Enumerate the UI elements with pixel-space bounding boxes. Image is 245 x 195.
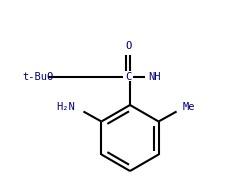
Text: t-BuO: t-BuO: [22, 72, 53, 82]
Text: Me: Me: [183, 103, 195, 113]
Text: C: C: [125, 72, 131, 82]
Text: NH: NH: [148, 72, 160, 82]
Text: O: O: [125, 41, 131, 51]
Text: H₂N: H₂N: [57, 103, 75, 113]
